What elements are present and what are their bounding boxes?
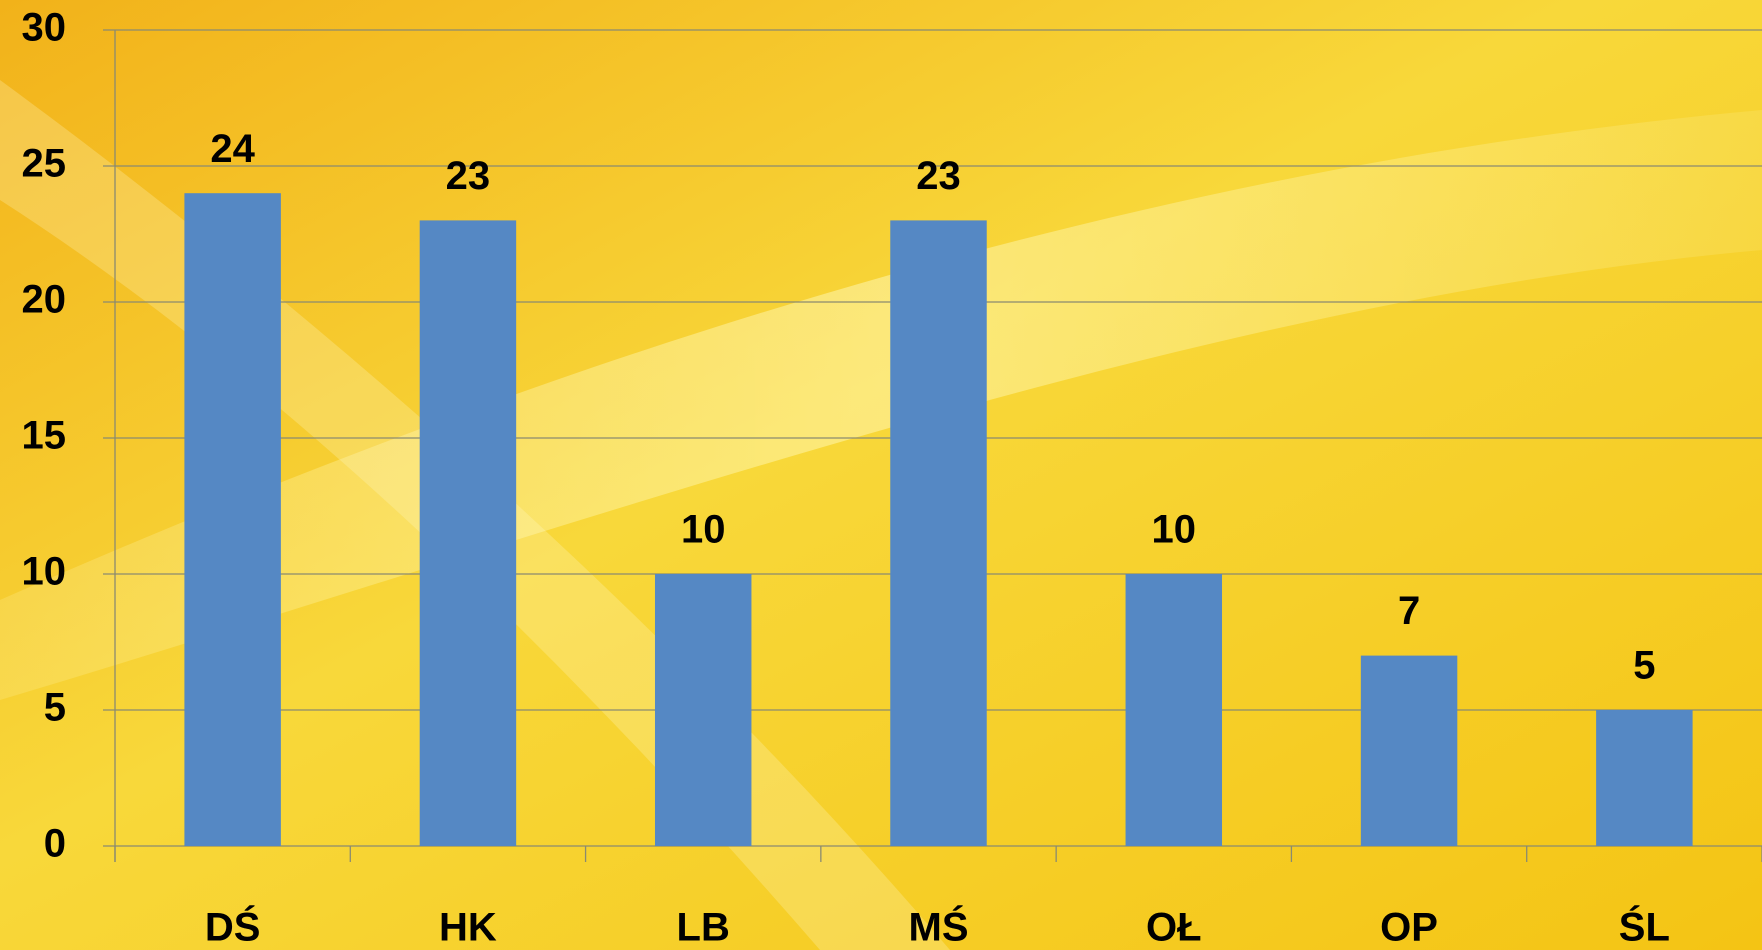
x-tick-label: LB (677, 906, 730, 950)
bar (1125, 574, 1223, 846)
x-tick-label: ŚL (1619, 904, 1670, 950)
x-tick-label: OŁ (1146, 906, 1202, 950)
y-tick-label: 5 (44, 686, 66, 730)
y-tick-label: 10 (22, 550, 67, 594)
data-label: 23 (916, 154, 961, 198)
bar (419, 220, 517, 846)
y-tick-label: 15 (22, 414, 67, 458)
bar (184, 193, 281, 846)
data-label: 24 (210, 127, 255, 171)
y-tick-label: 0 (44, 822, 66, 866)
y-tick-label: 20 (22, 278, 67, 322)
data-label: 10 (1152, 508, 1197, 552)
bar (1596, 710, 1693, 846)
x-tick-label: HK (439, 906, 497, 950)
x-tick-label: DŚ (205, 904, 261, 950)
bar (890, 220, 987, 846)
y-tick-label: 30 (22, 6, 67, 50)
data-label: 10 (681, 508, 726, 552)
bar (1360, 655, 1458, 846)
x-tick-label: MŚ (909, 904, 969, 950)
bar (654, 574, 752, 846)
x-tick-label: OP (1380, 906, 1438, 950)
data-label: 7 (1398, 589, 1420, 633)
data-label: 23 (446, 154, 491, 198)
data-label: 5 (1633, 644, 1655, 688)
y-tick-label: 25 (22, 142, 67, 186)
